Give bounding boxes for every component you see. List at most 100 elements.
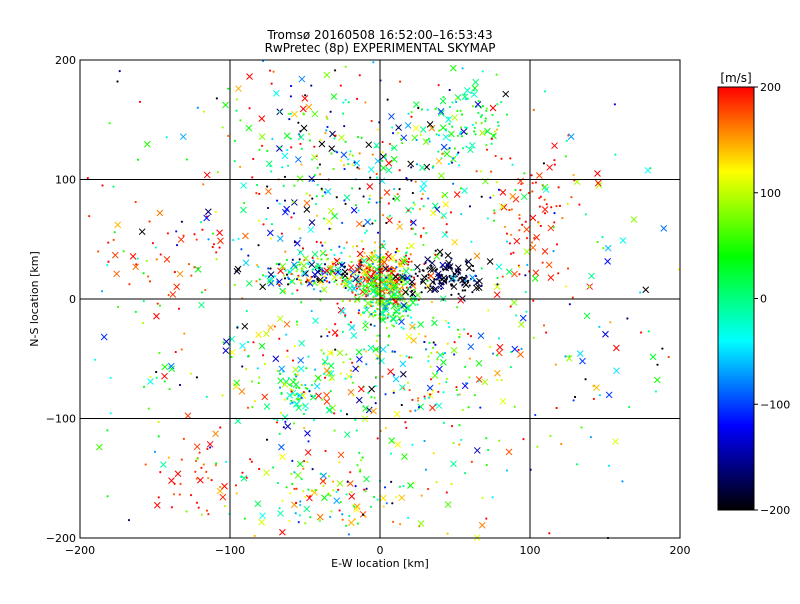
data-point xyxy=(460,438,463,441)
data-point xyxy=(510,299,518,306)
data-point xyxy=(368,263,371,266)
data-point xyxy=(371,222,374,225)
data-point xyxy=(365,141,373,149)
data-point xyxy=(545,261,553,269)
data-point xyxy=(386,250,389,253)
data-point xyxy=(602,330,609,338)
data-point xyxy=(388,113,395,120)
data-point xyxy=(444,320,447,323)
data-point xyxy=(602,247,605,250)
data-point xyxy=(313,368,316,371)
data-point xyxy=(394,441,402,448)
data-point xyxy=(403,277,406,280)
data-point xyxy=(365,295,368,298)
data-point xyxy=(173,271,176,274)
data-point xyxy=(341,268,349,276)
data-point xyxy=(399,273,406,281)
data-point xyxy=(376,128,379,131)
data-point xyxy=(423,263,426,266)
data-point xyxy=(276,199,279,202)
x-tick-label-1: −100 xyxy=(215,544,245,557)
data-point xyxy=(399,384,406,391)
data-point xyxy=(330,351,333,354)
data-point xyxy=(304,522,307,525)
data-point xyxy=(467,343,475,351)
data-point xyxy=(393,188,396,191)
data-point xyxy=(307,226,315,234)
data-point xyxy=(336,151,339,154)
data-point xyxy=(350,261,353,264)
data-point xyxy=(536,172,543,179)
data-point xyxy=(443,150,451,158)
data-point xyxy=(380,258,388,266)
data-point xyxy=(431,202,439,210)
data-point xyxy=(382,288,385,291)
data-point xyxy=(176,270,184,278)
data-point xyxy=(321,195,324,198)
data-point xyxy=(373,142,380,149)
data-point xyxy=(287,276,290,279)
data-point xyxy=(426,384,434,392)
data-point xyxy=(604,257,611,265)
data-point xyxy=(282,267,285,270)
data-point xyxy=(439,261,447,269)
data-point xyxy=(225,460,228,463)
data-point xyxy=(454,94,462,101)
data-point xyxy=(178,383,181,386)
data-point xyxy=(351,187,354,190)
data-point xyxy=(419,278,427,285)
data-point xyxy=(349,321,352,324)
data-point xyxy=(239,165,242,168)
data-point xyxy=(432,341,435,344)
data-point xyxy=(265,218,268,221)
data-point xyxy=(543,198,546,201)
data-point xyxy=(351,291,354,294)
data-point xyxy=(306,262,309,265)
data-point xyxy=(359,470,362,473)
data-point xyxy=(345,353,348,356)
data-point xyxy=(215,258,218,261)
data-point xyxy=(179,133,187,141)
data-point xyxy=(221,394,224,397)
data-point xyxy=(362,322,369,329)
data-point xyxy=(302,270,309,277)
data-point xyxy=(409,290,417,298)
data-point xyxy=(567,267,570,270)
data-point xyxy=(576,350,584,358)
data-point xyxy=(473,252,481,260)
data-point xyxy=(525,237,528,240)
data-point xyxy=(219,486,222,489)
data-point xyxy=(266,185,269,188)
data-point xyxy=(474,274,477,277)
colorbar-tick-label-1: 100 xyxy=(760,187,781,200)
data-point xyxy=(529,214,537,222)
data-point xyxy=(518,229,521,232)
data-point xyxy=(233,160,236,163)
data-point xyxy=(100,333,108,341)
data-point xyxy=(383,240,386,243)
data-point xyxy=(194,470,197,473)
data-point xyxy=(408,389,411,392)
data-point xyxy=(463,93,466,96)
data-point xyxy=(235,492,238,495)
data-point xyxy=(490,137,493,140)
data-point xyxy=(167,362,175,370)
data-point xyxy=(497,188,500,191)
data-point xyxy=(495,181,498,184)
data-point xyxy=(434,270,442,278)
data-point xyxy=(404,421,407,424)
data-point xyxy=(128,283,131,286)
data-point xyxy=(417,399,420,402)
data-point xyxy=(235,98,238,101)
data-point xyxy=(518,266,521,269)
data-point xyxy=(440,287,443,290)
data-point xyxy=(489,346,492,349)
data-point xyxy=(390,144,398,152)
data-point xyxy=(442,391,445,394)
data-point xyxy=(328,475,331,478)
data-point xyxy=(230,355,233,358)
data-point xyxy=(399,80,402,83)
data-point xyxy=(375,284,378,287)
data-point xyxy=(493,130,496,133)
data-point xyxy=(434,107,437,110)
